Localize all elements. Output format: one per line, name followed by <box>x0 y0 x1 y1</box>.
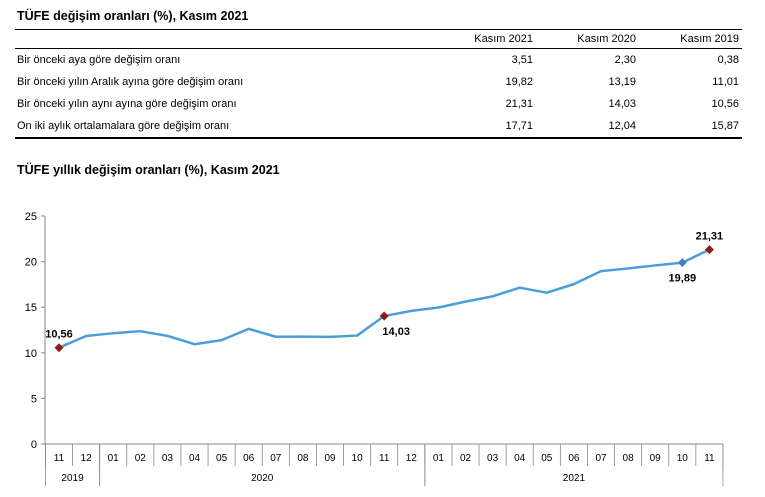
table-title: TÜFE değişim oranları (%), Kasım 2021 <box>17 9 249 23</box>
table-row: On iki aylık ortalamalara göre değişim o… <box>15 115 742 138</box>
row-label: Bir önceki aya göre değişim oranı <box>17 54 181 66</box>
year-label: 2021 <box>563 473 586 484</box>
table-header-row: Kasım 2021 Kasım 2020 Kasım 2019 <box>15 29 742 49</box>
table-row: Bir önceki yılın aynı ayına göre değişim… <box>15 93 742 115</box>
data-point <box>274 335 277 338</box>
x-tick-label: 09 <box>324 453 336 464</box>
data-point <box>166 334 169 338</box>
table-cell: 15,87 <box>711 120 739 132</box>
column-header: Kasım 2021 <box>474 33 533 45</box>
data-point <box>301 335 305 338</box>
highlight-marker <box>704 245 714 255</box>
row-label: On iki aylık ortalamalara göre değişim o… <box>17 120 230 132</box>
data-point <box>545 291 548 294</box>
table-cell: 0,38 <box>717 54 739 66</box>
x-tick-label: 10 <box>677 453 689 464</box>
x-tick-label: 07 <box>595 453 607 464</box>
highlight-marker <box>677 258 687 268</box>
x-tick-label: 06 <box>568 453 580 464</box>
x-tick-label: 03 <box>487 453 499 464</box>
x-tick-label: 08 <box>297 453 309 464</box>
data-point <box>437 306 440 309</box>
data-point <box>491 295 494 298</box>
data-label: 21,31 <box>696 231 724 243</box>
data-point <box>247 327 250 331</box>
data-point <box>220 338 223 342</box>
row-label: Bir önceki yılın aynı ayına göre değişim… <box>17 98 237 110</box>
data-point <box>328 335 332 339</box>
x-tick-label: 11 <box>704 453 715 464</box>
row-label: Bir önceki yılın Aralık ayına göre değiş… <box>17 76 244 88</box>
table-cell: 12,04 <box>608 120 636 132</box>
table-cell: 13,19 <box>608 76 636 88</box>
table-cell: 3,51 <box>511 54 533 66</box>
x-tick-label: 07 <box>270 453 282 464</box>
data-point <box>626 267 630 270</box>
table-cell: 11,01 <box>712 76 739 88</box>
data-point <box>599 269 603 273</box>
y-tick-label: 15 <box>25 302 37 314</box>
x-tick-label: 02 <box>135 453 147 464</box>
y-tick-label: 20 <box>25 257 37 269</box>
y-tick-label: 10 <box>25 348 37 360</box>
inflation-table: Kasım 2021 Kasım 2020 Kasım 2019 Bir önc… <box>15 29 742 139</box>
table-row: Bir önceki yılın Aralık ayına göre değiş… <box>15 71 742 93</box>
x-tick-label: 01 <box>108 453 120 464</box>
table-cell: 17,71 <box>505 120 533 132</box>
x-tick-label: 05 <box>216 453 228 464</box>
x-tick-label: 10 <box>352 453 364 464</box>
data-point <box>84 334 88 338</box>
x-tick-label: 11 <box>379 453 390 464</box>
x-tick-label: 01 <box>433 453 445 464</box>
year-label: 2019 <box>61 473 84 484</box>
table-header-blank <box>15 30 438 49</box>
x-tick-label: 06 <box>243 453 255 464</box>
x-tick-label: 12 <box>81 453 93 464</box>
data-point <box>193 343 196 346</box>
y-tick-label: 5 <box>31 393 37 405</box>
data-point <box>464 300 467 303</box>
table-row: Bir önceki aya göre değişim oranı 3,51 2… <box>15 49 742 72</box>
x-tick-label: 04 <box>514 453 526 464</box>
data-point <box>355 334 359 337</box>
x-tick-label: 09 <box>650 453 662 464</box>
column-header: Kasım 2020 <box>577 33 636 45</box>
data-point <box>112 331 115 335</box>
x-tick-label: 05 <box>541 453 553 464</box>
data-point <box>410 309 413 313</box>
table-cell: 14,03 <box>608 98 636 110</box>
y-tick-label: 0 <box>31 439 37 451</box>
data-point <box>654 264 657 267</box>
table-cell: 2,30 <box>614 54 636 66</box>
x-tick-label: 04 <box>189 453 201 464</box>
highlight-marker <box>54 343 64 353</box>
x-tick-label: 02 <box>460 453 472 464</box>
x-tick-label: 03 <box>162 453 174 464</box>
x-tick-label: 11 <box>54 453 65 464</box>
data-point <box>518 286 521 289</box>
table-cell: 19,82 <box>505 76 533 88</box>
data-label: 10,56 <box>45 329 73 341</box>
column-header: Kasım 2019 <box>680 33 739 45</box>
highlight-marker <box>379 311 389 321</box>
data-point <box>572 282 576 286</box>
data-label: 14,03 <box>382 326 410 338</box>
data-point <box>139 329 142 333</box>
chart-title: TÜFE yıllık değişim oranları (%), Kasım … <box>17 163 280 177</box>
x-tick-label: 08 <box>623 453 635 464</box>
table-cell: 10,56 <box>711 98 739 110</box>
year-label: 2020 <box>251 473 274 484</box>
table-cell: 21,31 <box>505 98 533 110</box>
x-tick-label: 12 <box>406 453 418 464</box>
data-label: 19,89 <box>669 273 697 285</box>
y-tick-label: 25 <box>25 211 37 223</box>
